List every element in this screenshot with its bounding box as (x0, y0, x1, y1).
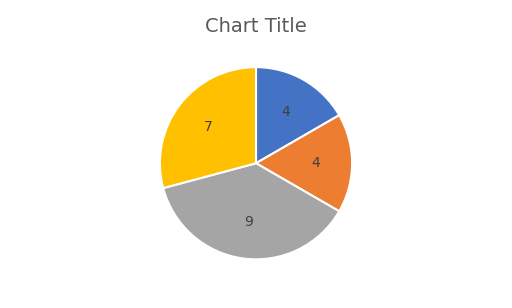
Wedge shape (160, 67, 256, 188)
Text: 9: 9 (244, 215, 252, 229)
Title: Chart Title: Chart Title (205, 17, 307, 36)
Wedge shape (256, 67, 339, 163)
Text: 4: 4 (282, 105, 290, 119)
Text: 4: 4 (311, 156, 320, 170)
Wedge shape (256, 115, 352, 211)
Text: 7: 7 (204, 120, 213, 134)
Wedge shape (163, 163, 339, 259)
Legend: Bus, Bike, Car, Foot: Bus, Bike, Car, Foot (161, 307, 351, 308)
